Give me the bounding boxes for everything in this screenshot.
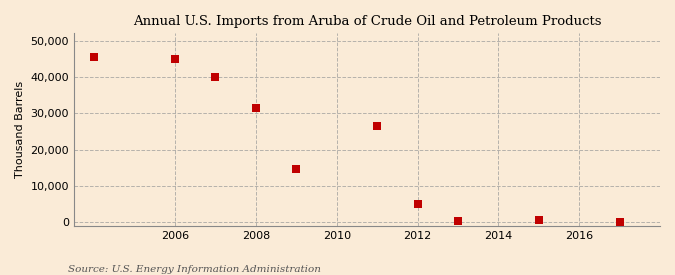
Point — [412, 202, 423, 206]
Text: Source: U.S. Energy Information Administration: Source: U.S. Energy Information Administ… — [68, 265, 321, 274]
Point — [89, 55, 100, 59]
Point — [169, 57, 180, 61]
Point — [452, 219, 463, 223]
Point — [291, 167, 302, 171]
Point — [372, 124, 383, 128]
Title: Annual U.S. Imports from Aruba of Crude Oil and Petroleum Products: Annual U.S. Imports from Aruba of Crude … — [133, 15, 601, 28]
Point — [250, 106, 261, 110]
Point — [210, 75, 221, 79]
Y-axis label: Thousand Barrels: Thousand Barrels — [15, 81, 25, 178]
Point — [614, 219, 625, 224]
Point — [533, 218, 544, 223]
